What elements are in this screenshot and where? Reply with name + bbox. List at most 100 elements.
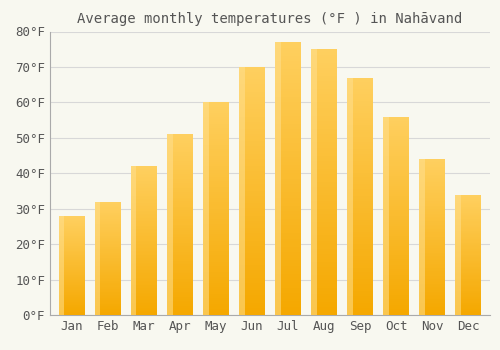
Bar [94,297,120,298]
Bar [131,266,157,267]
Bar [131,263,157,264]
Bar [347,118,373,120]
Bar [94,312,120,313]
Bar [239,228,265,231]
Bar [311,49,337,52]
Bar [131,209,157,211]
Bar [420,274,446,276]
Bar [94,203,120,204]
Bar [94,236,120,237]
Bar [131,226,157,227]
Bar [131,191,157,193]
Bar [456,278,481,279]
Bar [275,148,301,151]
Bar [275,53,301,56]
Bar [167,189,193,190]
Bar [456,239,481,240]
Bar [383,204,409,206]
Bar [383,150,409,152]
Bar [239,198,265,201]
Bar [167,297,193,299]
Bar [94,206,120,207]
Bar [347,161,373,163]
Bar [456,263,481,264]
Bar [420,225,446,226]
Bar [383,307,409,309]
Bar [131,240,157,242]
Bar [203,222,229,224]
Bar [94,232,120,233]
Bar [383,158,409,160]
Bar [383,305,409,307]
Bar [456,309,481,310]
Bar [203,258,229,260]
Bar [239,166,265,169]
Bar [203,287,229,289]
Bar [383,236,409,238]
Bar [203,164,229,166]
Bar [167,181,193,183]
Bar [311,163,337,166]
Bar [347,234,373,237]
Bar [347,306,373,308]
Bar [239,107,265,109]
Bar [311,126,337,129]
Bar [456,214,481,215]
Bar [456,260,481,261]
Bar [94,252,120,253]
Bar [347,166,373,168]
Bar [58,232,84,233]
Bar [131,260,157,261]
Bar [383,232,409,234]
Bar [239,196,265,198]
Bar [275,268,301,271]
Bar [311,182,337,185]
Bar [420,273,446,274]
Bar [239,99,265,102]
Bar [456,281,481,282]
Bar [58,262,84,264]
Bar [203,249,229,251]
Bar [456,255,481,256]
Bar [420,279,446,281]
Bar [239,134,265,136]
Bar [203,213,229,215]
Bar [203,132,229,134]
Bar [58,222,84,223]
Bar [167,272,193,273]
Bar [383,188,409,190]
Bar [239,119,265,121]
Bar [347,253,373,256]
Bar [456,205,481,206]
Bar [420,242,446,243]
Bar [383,309,409,311]
Bar [58,299,84,300]
Bar [456,299,481,301]
Bar [58,247,84,248]
Bar [275,168,301,170]
Bar [94,276,120,278]
Bar [58,254,84,256]
Bar [203,304,229,307]
Bar [420,296,446,298]
Bar [420,192,446,194]
Bar [347,92,373,94]
Bar [456,220,481,221]
Bar [58,240,84,241]
Bar [347,291,373,294]
Bar [420,301,446,302]
Bar [347,189,373,191]
Bar [167,134,193,136]
Bar [94,243,120,244]
Bar [383,295,409,297]
Bar [131,184,157,186]
Bar [311,73,337,76]
Bar [58,279,84,280]
Bar [58,253,84,254]
Bar [203,181,229,183]
Bar [94,204,120,205]
Bar [420,253,446,254]
Bar [456,261,481,262]
Bar [239,176,265,178]
Bar [275,304,301,307]
